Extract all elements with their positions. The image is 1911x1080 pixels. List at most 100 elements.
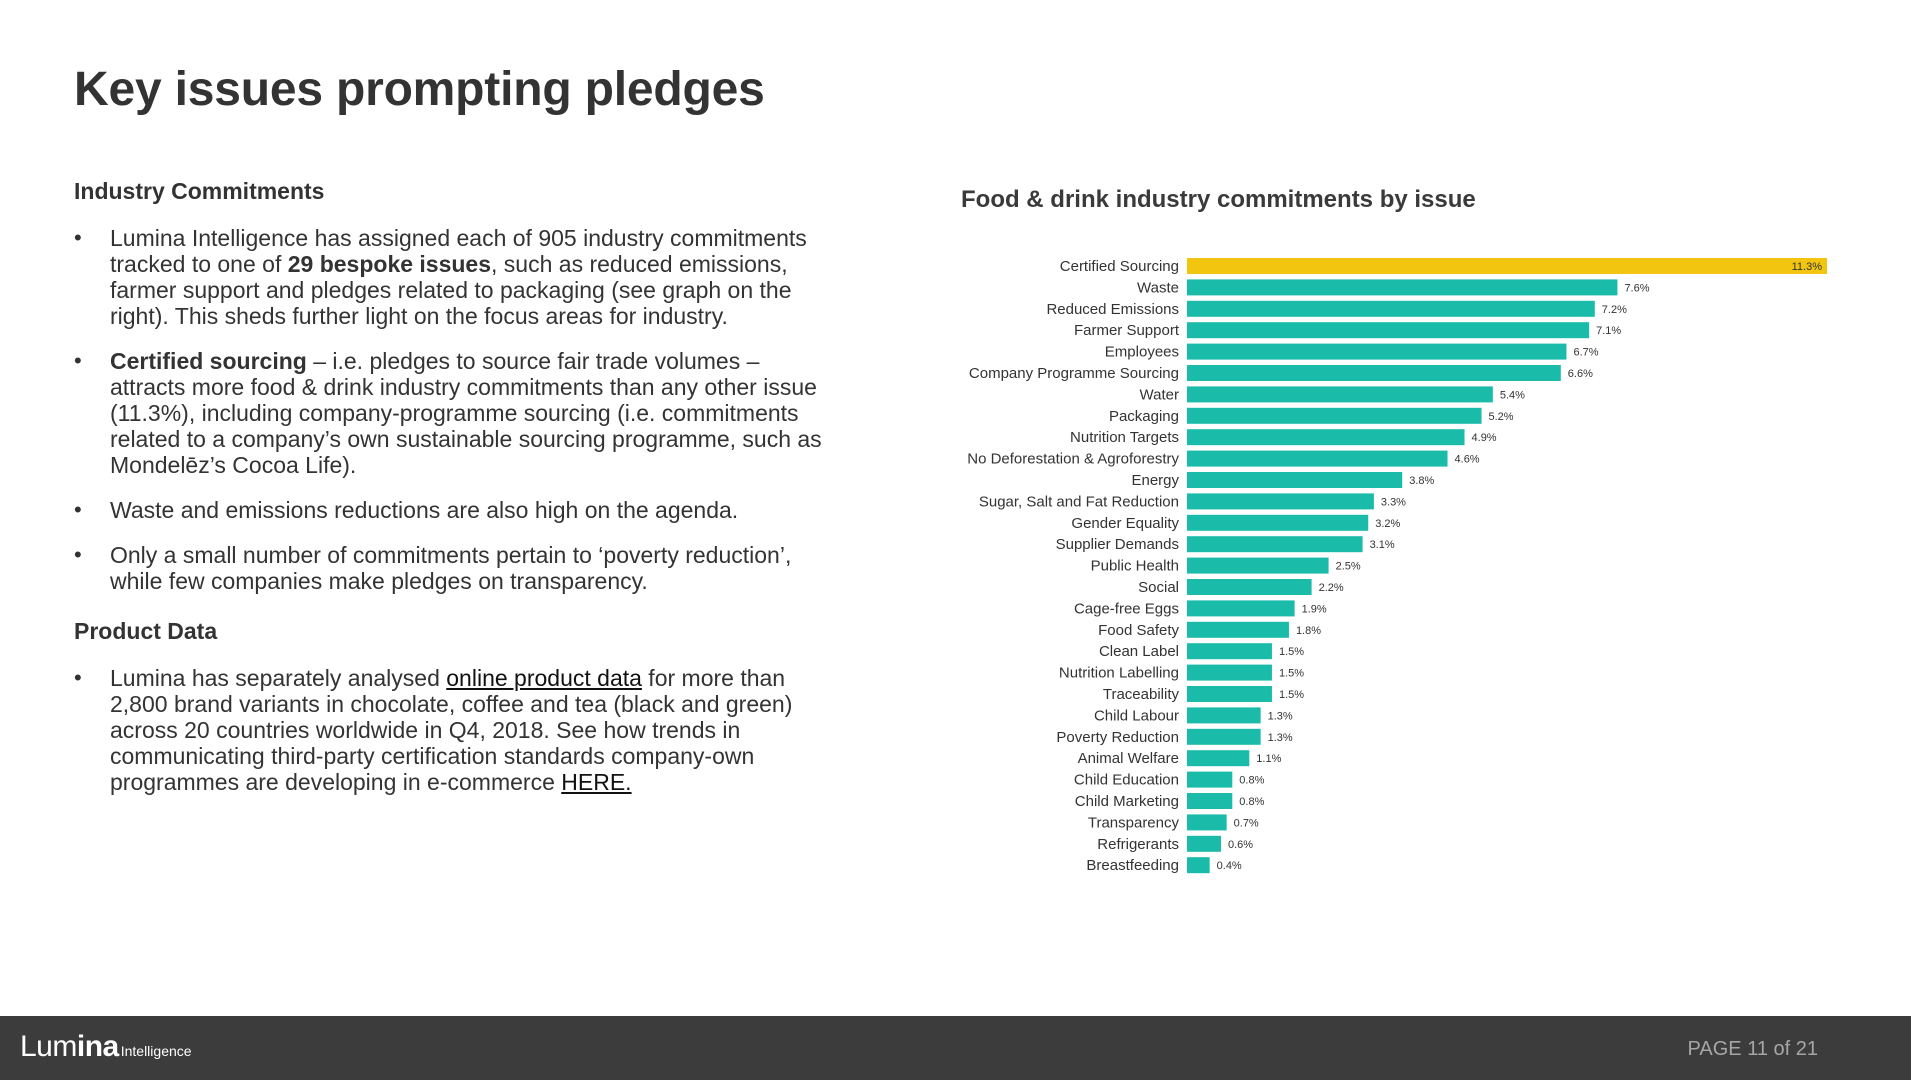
industry-commitments-heading: Industry Commitments xyxy=(74,178,325,204)
bold-certified-sourcing: Certified sourcing xyxy=(110,348,307,374)
category-label: Sugar, Salt and Fat Reduction xyxy=(979,493,1179,510)
category-label: Company Programme Sourcing xyxy=(969,365,1179,382)
data-label: 3.2% xyxy=(1375,518,1400,530)
bullet-certified-sourcing: Certified sourcing – i.e. pledges to sou… xyxy=(74,348,834,478)
bar xyxy=(1187,621,1289,638)
category-label: Animal Welfare xyxy=(1078,750,1179,767)
category-label: Nutrition Labelling xyxy=(1059,665,1179,682)
bar xyxy=(1187,536,1363,553)
left-column: Industry Commitments Lumina Intelligence… xyxy=(74,178,834,814)
category-label: Food Safety xyxy=(1098,622,1179,639)
category-label: Nutrition Targets xyxy=(1070,429,1179,446)
category-label: Energy xyxy=(1131,472,1179,489)
data-label: 1.8% xyxy=(1296,625,1321,637)
industry-bullets: Lumina Intelligence has assigned each of… xyxy=(74,225,834,594)
bullet-product-data: Lumina has separately analysed online pr… xyxy=(74,665,834,795)
data-label: 11.3% xyxy=(1792,261,1823,273)
category-label: Certified Sourcing xyxy=(1060,258,1179,275)
here-link[interactable]: HERE. xyxy=(561,769,632,795)
bar xyxy=(1187,472,1403,488)
data-label: 7.1% xyxy=(1596,325,1621,337)
data-label: 6.7% xyxy=(1573,347,1598,359)
bar xyxy=(1187,407,1482,424)
bar xyxy=(1187,493,1374,510)
lumina-intelligence-logo: Lumina Intelligence xyxy=(20,1030,192,1063)
data-label: 7.6% xyxy=(1624,282,1649,294)
category-label: Packaging xyxy=(1109,408,1179,425)
category-label: Refrigerants xyxy=(1097,836,1179,853)
chart-title: Food & drink industry commitments by iss… xyxy=(961,186,1476,213)
data-label: 0.8% xyxy=(1239,796,1264,808)
category-label: Child Education xyxy=(1074,772,1179,789)
bar-chart: Certified Sourcing 11.3% Waste 7.6% Reduced … xyxy=(967,258,1827,874)
bar xyxy=(1187,835,1221,852)
category-label: Public Health xyxy=(1091,558,1179,575)
category-label: Cage-free Eggs xyxy=(1074,600,1179,617)
footer: Lumina Intelligence PAGE 11 of 21 xyxy=(0,1016,1911,1080)
bar xyxy=(1187,429,1465,446)
bold-29-bespoke-issues: 29 bespoke issues xyxy=(287,251,492,277)
data-label: 4.9% xyxy=(1472,432,1497,444)
page-title: Key issues prompting pledges xyxy=(74,63,765,116)
bar xyxy=(1187,600,1295,617)
bar xyxy=(1187,750,1250,767)
bar xyxy=(1187,300,1595,317)
category-label: Employees xyxy=(1105,344,1179,361)
category-label: Supplier Demands xyxy=(1056,536,1179,553)
product-bullets: Lumina has separately analysed online pr… xyxy=(74,665,834,795)
category-label: Poverty Reduction xyxy=(1056,729,1179,746)
category-label: Breastfeeding xyxy=(1086,857,1179,874)
data-label: 2.5% xyxy=(1336,561,1361,573)
data-label: 7.2% xyxy=(1602,304,1627,316)
category-label: Farmer Support xyxy=(1074,322,1180,339)
category-label: Social xyxy=(1138,579,1179,596)
bar xyxy=(1187,386,1493,403)
bar xyxy=(1187,322,1590,339)
bar xyxy=(1187,514,1369,531)
data-label: 2.2% xyxy=(1319,582,1344,594)
bar xyxy=(1187,643,1272,660)
category-label: Gender Equality xyxy=(1071,515,1179,532)
bar xyxy=(1187,664,1272,681)
category-label: Reduced Emissions xyxy=(1046,301,1179,318)
data-label: 0.6% xyxy=(1228,839,1253,851)
category-label: No Deforestation & Agroforestry xyxy=(967,451,1179,468)
category-label: Child Marketing xyxy=(1075,793,1179,810)
bar xyxy=(1187,365,1561,381)
data-label: 1.5% xyxy=(1279,668,1304,680)
category-label: Transparency xyxy=(1088,814,1180,831)
bar xyxy=(1187,450,1448,467)
bar xyxy=(1187,258,1827,274)
bar xyxy=(1187,557,1329,574)
category-label: Traceability xyxy=(1103,686,1180,703)
data-label: 1.3% xyxy=(1268,732,1293,744)
bar xyxy=(1187,343,1567,360)
bar xyxy=(1187,707,1261,724)
data-label: 4.6% xyxy=(1455,454,1480,466)
category-label: Water xyxy=(1140,386,1179,403)
data-label: 0.7% xyxy=(1234,817,1259,829)
online-product-data-link[interactable]: online product data xyxy=(446,665,642,691)
bar xyxy=(1187,728,1261,745)
data-label: 0.4% xyxy=(1217,860,1242,872)
data-label: 1.1% xyxy=(1256,753,1281,765)
bullet-poverty-reduction: Only a small number of commitments perta… xyxy=(74,542,834,594)
data-label: 6.6% xyxy=(1568,368,1593,380)
page-number: PAGE 11 of 21 xyxy=(1687,1038,1818,1060)
data-label: 1.9% xyxy=(1302,603,1327,615)
data-label: 1.5% xyxy=(1279,689,1304,701)
bar xyxy=(1187,857,1210,874)
data-label: 3.3% xyxy=(1381,496,1406,508)
bullet-bespoke-issues: Lumina Intelligence has assigned each of… xyxy=(74,225,834,329)
bar xyxy=(1187,579,1312,595)
category-label: Waste xyxy=(1137,279,1179,296)
data-label: 5.4% xyxy=(1500,389,1525,401)
data-label: 1.5% xyxy=(1279,646,1304,658)
bullet-waste-emissions: Waste and emissions reductions are also … xyxy=(74,497,834,523)
bar xyxy=(1187,771,1233,788)
bar xyxy=(1187,793,1233,809)
bar xyxy=(1187,814,1227,831)
product-data-heading: Product Data xyxy=(74,618,218,644)
bar xyxy=(1187,686,1272,702)
category-label: Clean Label xyxy=(1099,643,1179,660)
